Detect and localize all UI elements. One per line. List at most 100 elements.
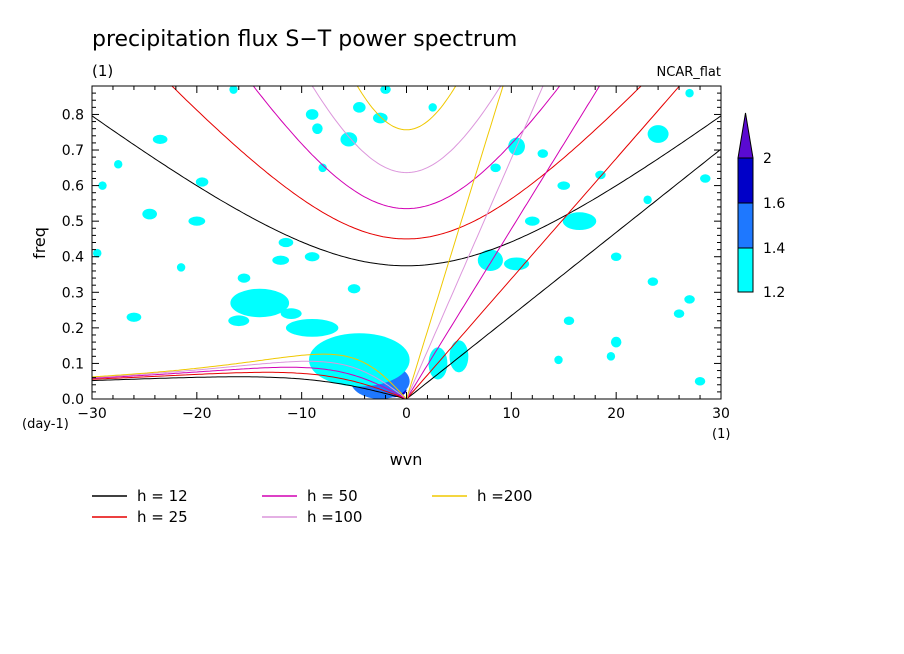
curve-rossby-h200 — [92, 353, 407, 399]
contour-region-19 — [280, 308, 302, 319]
contour-region-48 — [610, 252, 622, 261]
axis-ticks: −30 −20 −10 0 10 20 30 0.0 0.1 0.2 0.3 0.4 0.5 0.6 0.7… — [62, 85, 730, 422]
contour-region-34 — [278, 237, 294, 248]
curve-kelvin-h100 — [406, 86, 544, 399]
y-axis-label: freq — [30, 227, 49, 259]
contour-region-44 — [490, 163, 501, 173]
colorbar-label: 1.6 — [763, 196, 785, 212]
source-label: NCAR_flat — [657, 65, 721, 80]
contour-region-31 — [195, 177, 209, 187]
colorbar-label: 1.4 — [763, 241, 785, 257]
contour-region-18 — [228, 315, 250, 327]
contour-region-28 — [372, 112, 388, 124]
y-tick-label: 0.3 — [62, 285, 84, 301]
contour-region-29 — [353, 102, 366, 113]
contour-region-62 — [176, 263, 186, 272]
contour-region-49 — [610, 336, 622, 348]
x-units-label: (1) — [712, 427, 730, 442]
contour-region-59 — [563, 316, 575, 326]
contour-region-54 — [647, 277, 659, 286]
y-tick-label: 0.2 — [62, 321, 84, 337]
contour-region-25 — [305, 109, 319, 120]
contour-region-14 — [449, 340, 469, 373]
contour-region-30 — [152, 134, 168, 144]
contour-region-63 — [318, 163, 327, 173]
contour-region-50 — [606, 352, 616, 361]
contour-region-47 — [524, 216, 540, 226]
y-tick-label: 0.0 — [62, 392, 84, 408]
y-tick-label: 0.7 — [62, 143, 84, 159]
x-tick-label: 20 — [607, 406, 625, 422]
contour-region-46 — [595, 170, 606, 180]
y-tick-label: 0.6 — [62, 179, 84, 195]
legend-label-h50: h = 50 — [307, 487, 358, 505]
contour-region-21 — [503, 257, 530, 271]
y-tick-label: 0.1 — [62, 356, 84, 372]
x-tick-label: 10 — [502, 406, 520, 422]
contour-region-16 — [285, 318, 339, 337]
curve-rossby-h100 — [92, 360, 407, 399]
contour-region-33 — [188, 216, 206, 226]
x-tick-label: −10 — [287, 406, 317, 422]
contour-region-32 — [142, 208, 157, 220]
contour-region-52 — [673, 309, 685, 318]
contour-region-17 — [230, 288, 290, 318]
legend: h = 12 h = 25 h = 50 h =100 h =200 — [92, 487, 532, 526]
contour-region-26 — [312, 123, 323, 135]
colorbar-swatch-1.2 — [737, 247, 754, 293]
dispersion-curves — [92, 86, 721, 399]
curve-ig-h200 — [356, 86, 457, 131]
curve-rossby-h25 — [92, 371, 407, 399]
contour-region-42 — [237, 273, 251, 283]
curve-rossby-h12 — [92, 376, 407, 399]
x-tick-label: −30 — [77, 406, 107, 422]
chart-title: precipitation flux S−T power spectrum — [92, 27, 517, 52]
contour-region-37 — [347, 284, 361, 294]
contour-region-60 — [643, 195, 652, 205]
colorbar-extend-triangle — [737, 112, 754, 159]
colorbar-label: 1.2 — [763, 285, 785, 301]
y-units-label: (day-1) — [22, 417, 69, 432]
legend-label-h12: h = 12 — [137, 487, 188, 505]
spectrum-contours — [93, 86, 711, 399]
curve-kelvin-h25 — [406, 86, 681, 399]
y-tick-label: 0.5 — [62, 214, 84, 230]
legend-label-h100: h =100 — [307, 508, 362, 526]
curve-kelvin-h12 — [406, 148, 721, 399]
curve-ig-h100 — [311, 86, 502, 174]
colorbar-swatch-1.6 — [737, 157, 754, 204]
contour-region-23 — [647, 125, 669, 143]
contour-region-56 — [685, 88, 694, 98]
contour-region-41 — [114, 159, 123, 169]
contour-region-36 — [304, 252, 320, 262]
x-axis-label: wvn — [390, 450, 423, 469]
x-tick-label: −20 — [182, 406, 212, 422]
curve-rossby-h50 — [92, 366, 407, 399]
colorbar-label: 2 — [763, 151, 772, 167]
contour-region-58 — [428, 103, 437, 112]
curve-ig-h12 — [92, 115, 721, 267]
contour-region-22 — [562, 212, 597, 231]
contour-region-38 — [126, 312, 142, 322]
contour-region-27 — [340, 132, 358, 147]
x-tick-label: 0 — [402, 406, 411, 422]
contour-region-53 — [694, 376, 706, 386]
curve-ig-h25 — [171, 86, 642, 240]
curve-ig-h50 — [252, 86, 561, 210]
contour-region-43 — [537, 149, 549, 158]
contour-region-55 — [700, 174, 711, 183]
legend-label-h25: h = 25 — [137, 508, 188, 526]
x-tick-label: 30 — [712, 406, 730, 422]
contour-region-20 — [477, 249, 503, 271]
contour-region-57 — [229, 86, 238, 94]
curve-kelvin-h50 — [406, 86, 601, 399]
contour-region-51 — [684, 295, 695, 304]
curve-kelvin-h200 — [406, 86, 504, 399]
contour-region-45 — [557, 181, 571, 190]
contour-region-40 — [93, 248, 102, 258]
contour-region-35 — [272, 255, 290, 265]
legend-label-h200: h =200 — [477, 487, 532, 505]
colorbar-swatch-1.4 — [737, 202, 754, 249]
y-tick-label: 0.8 — [62, 107, 84, 123]
